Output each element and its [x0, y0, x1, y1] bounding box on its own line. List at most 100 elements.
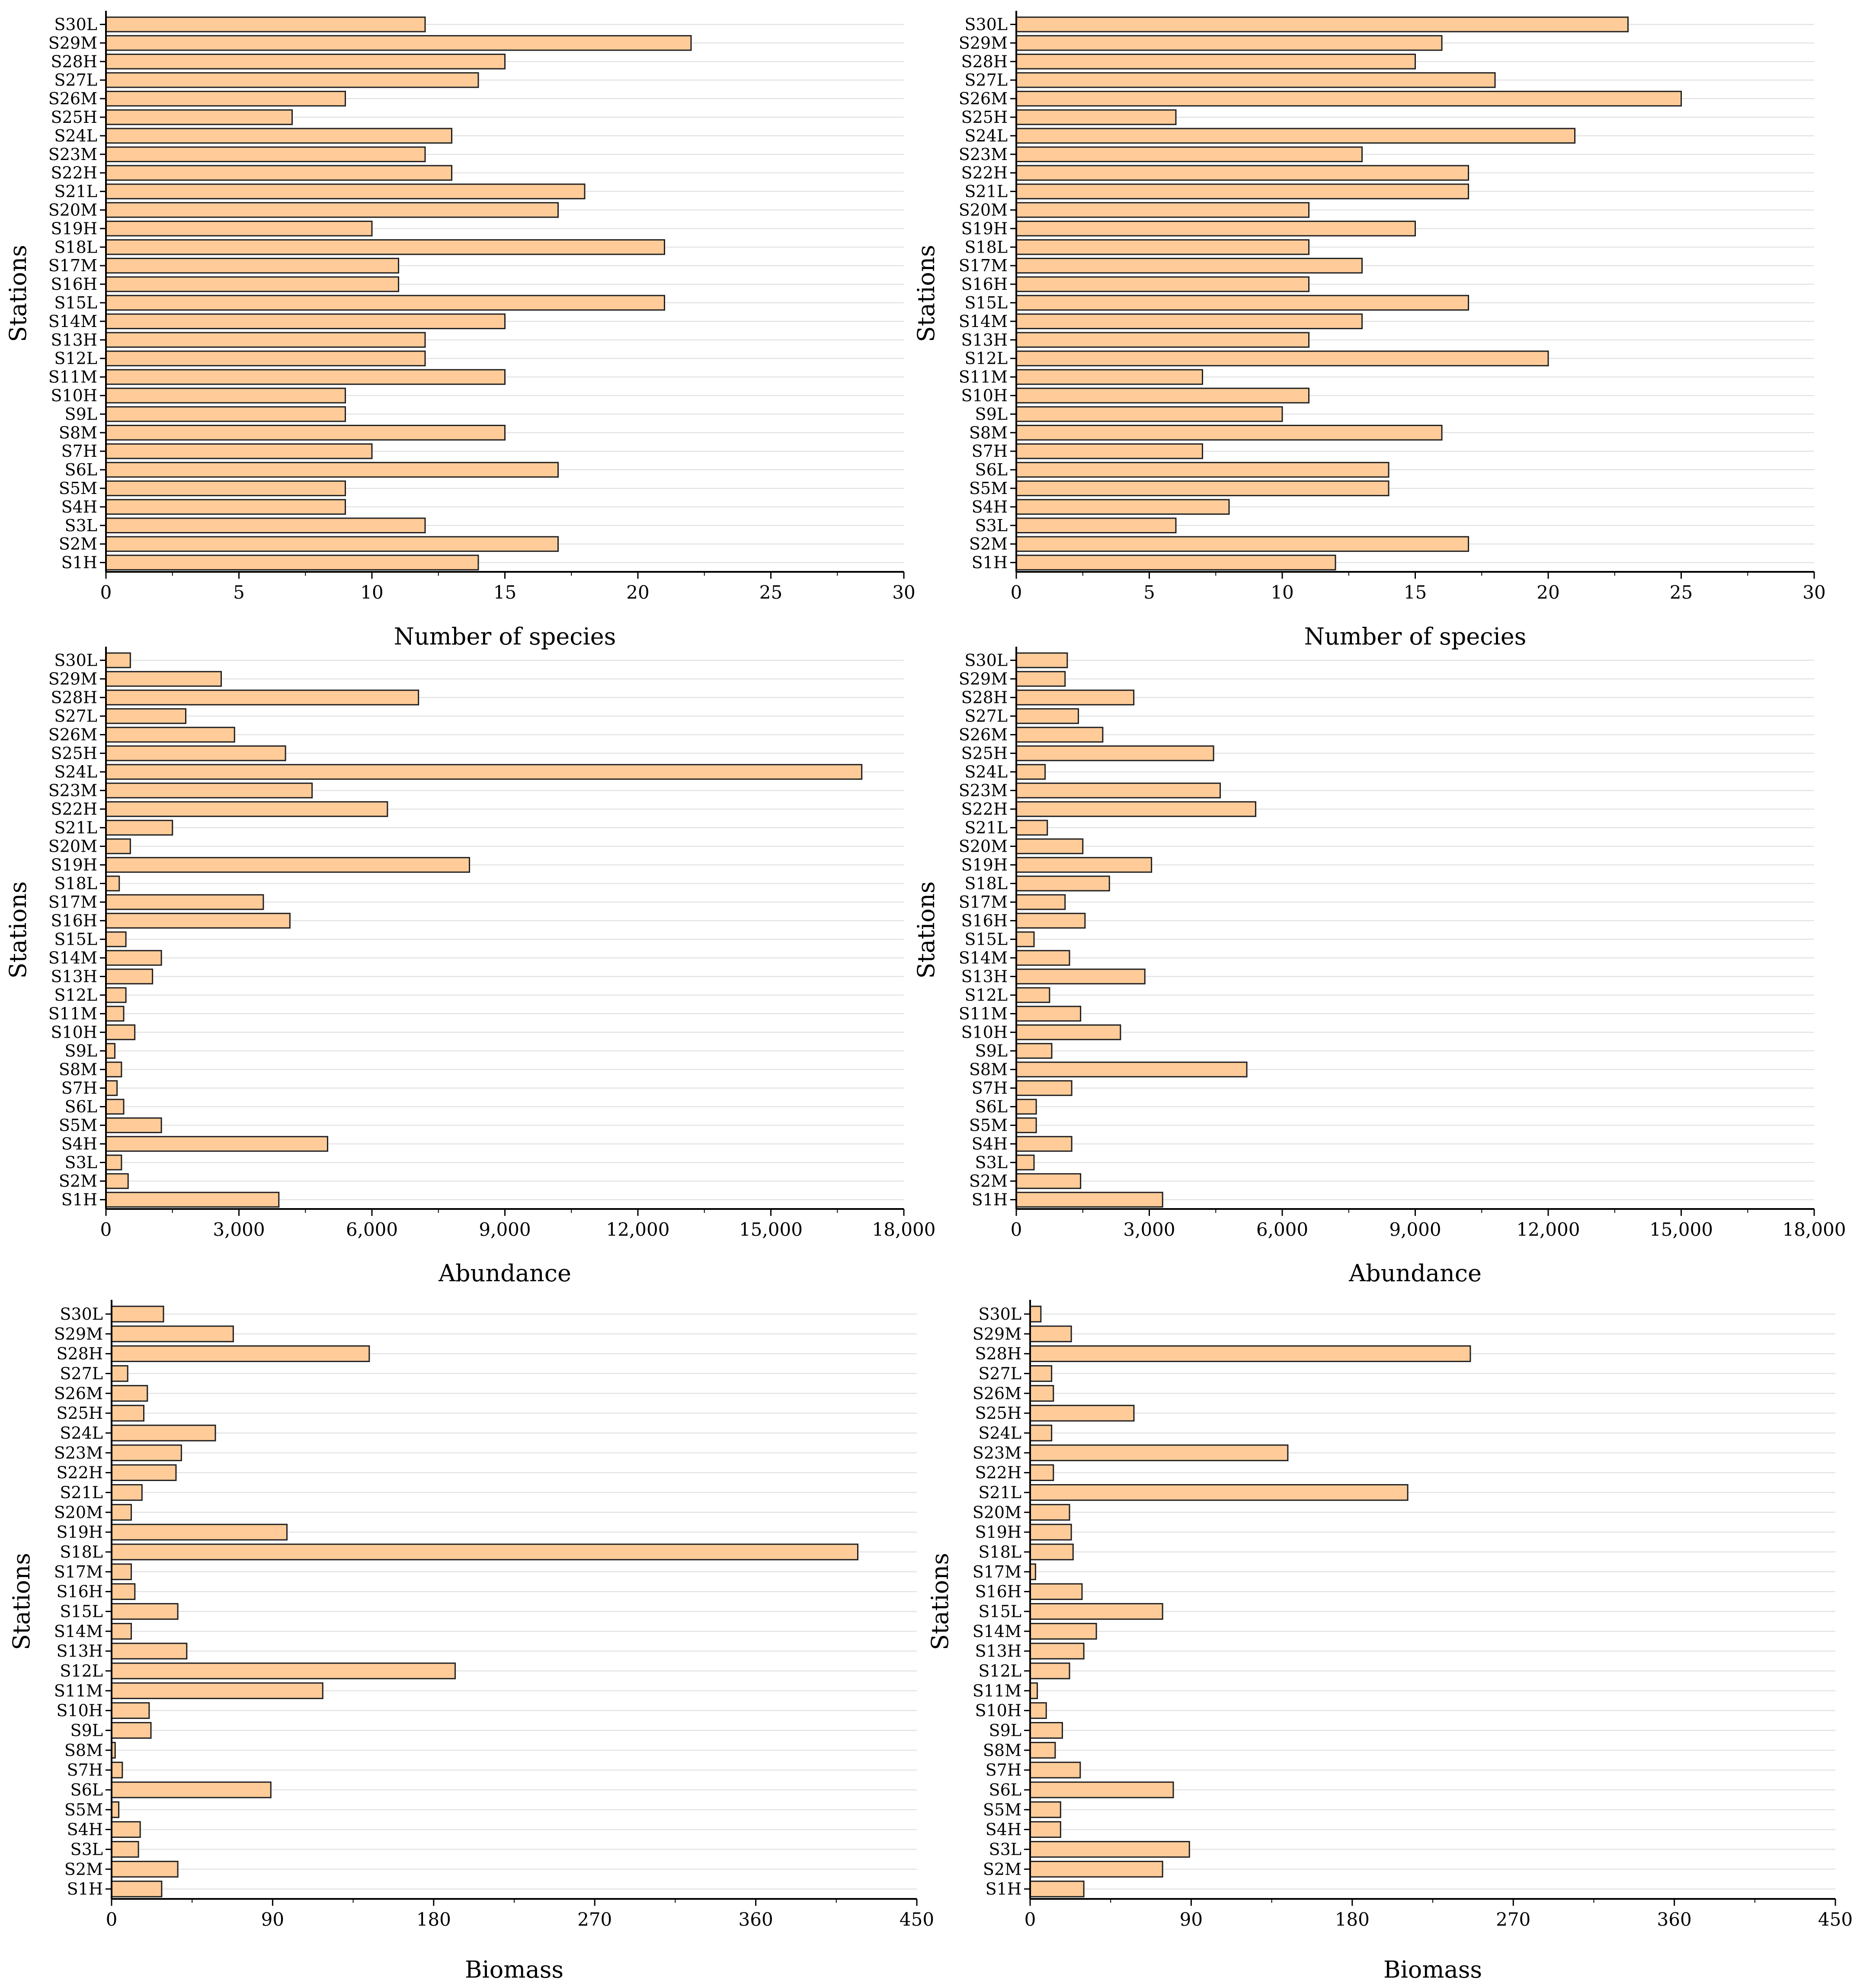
y-tick-label: S27L [964, 71, 1008, 90]
bar-S11M [105, 369, 506, 385]
y-tick-label: S6L [989, 1780, 1021, 1799]
bar-S22H [1015, 165, 1469, 181]
y-tick-label: S13H [975, 1642, 1021, 1661]
y-tick-label: S14M [48, 949, 97, 968]
bar-S20M [105, 202, 559, 218]
y-tick-label: S2M [969, 1172, 1008, 1191]
bar-S3L [111, 1841, 139, 1858]
y-tick-label: S6L [65, 1097, 97, 1116]
y-tick-label: S21L [60, 1483, 103, 1502]
x-tick-label: 3,000 [213, 1219, 265, 1240]
bar-S14M [105, 950, 162, 966]
y-tick-label: S24L [978, 1424, 1021, 1443]
x-tick-label: 5 [233, 582, 245, 603]
bar-S28H [105, 689, 419, 705]
bar-S27L [1029, 1365, 1053, 1382]
bar-S22H [105, 801, 388, 817]
y-tick-label: S9L [975, 1042, 1008, 1061]
y-tick-label: S30L [964, 651, 1008, 670]
y-tick-label: S21L [54, 182, 97, 201]
x-tick-label: 9,000 [479, 1219, 531, 1240]
y-tick-label: S29M [959, 33, 1008, 52]
bar-S23M [1029, 1444, 1289, 1462]
y-tick-label: S14M [959, 312, 1008, 331]
bar-S20M [1029, 1504, 1070, 1521]
bar-S3L [105, 517, 426, 533]
bar-S2M [111, 1860, 179, 1878]
y-tick-label: S19H [961, 856, 1008, 875]
y-tick-label: S15L [54, 930, 97, 949]
y-tick-label: S9L [65, 404, 97, 423]
y-tick-label: S3L [989, 1840, 1021, 1859]
y-tick-label: S18L [978, 1542, 1021, 1562]
x-tick-label: 25 [759, 582, 782, 603]
bar-S9L [1015, 406, 1283, 422]
bar-S8M [105, 1061, 122, 1077]
bar-S19H [105, 221, 373, 237]
bar-S25H [105, 745, 286, 761]
bar-S6L [1029, 1781, 1174, 1799]
y-tick-label: S7H [972, 442, 1008, 461]
bar-S7H [111, 1761, 123, 1779]
bar-S2M [105, 536, 559, 552]
x-tick-label: 0 [100, 1219, 112, 1240]
bar-S18L [105, 875, 120, 891]
y-tick-label: S9L [70, 1721, 103, 1740]
y-tick-label: S18L [60, 1542, 103, 1562]
y-tick-label: S28H [961, 52, 1008, 71]
y-tick-label: S27L [964, 707, 1008, 726]
y-tick-label: S27L [978, 1364, 1021, 1383]
bar-S19H [105, 857, 470, 873]
bar-S25H [1029, 1404, 1135, 1422]
bar-S28H [1015, 54, 1416, 70]
bar-S14M [1029, 1622, 1097, 1640]
y-tick-label: S23M [959, 145, 1008, 164]
bar-S6L [1015, 1099, 1037, 1115]
y-tick-label: S11M [959, 1004, 1008, 1023]
y-tick-label: S22H [51, 164, 97, 183]
y-tick-label: S17M [973, 1562, 1021, 1581]
bar-S20M [1015, 838, 1084, 854]
bar-S23M [105, 146, 426, 162]
bar-S14M [1015, 313, 1363, 330]
y-tick-label: S2M [983, 1860, 1021, 1879]
y-tick-label: S25H [961, 108, 1008, 127]
y-tick-label: S26M [973, 1384, 1021, 1403]
y-tick-label: S28H [51, 688, 97, 707]
y-tick-label: S28H [961, 688, 1008, 707]
bar-S18L [1029, 1543, 1074, 1561]
y-tick-label: S11M [54, 1681, 103, 1700]
y-tick-label: S10H [975, 1701, 1021, 1720]
y-tick-label: S14M [959, 949, 1008, 968]
bar-S6L [105, 1099, 125, 1115]
y-tick-label: S21L [978, 1483, 1021, 1502]
y-tick-label: S18L [54, 237, 97, 257]
x-tick-label: 15 [1404, 582, 1427, 603]
x-tick-label: 18,000 [872, 1219, 936, 1240]
y-tick-label: S20M [48, 837, 97, 856]
bar-S12L [1029, 1662, 1070, 1680]
bar-S8M [1015, 425, 1443, 441]
bar-S26M [105, 727, 235, 743]
y-tick-label: S11M [959, 368, 1008, 387]
y-axis-title: Stations [912, 245, 940, 342]
bar-S25H [1015, 745, 1214, 761]
x-tick-label: 3,000 [1123, 1219, 1175, 1240]
y-tick-label: S14M [973, 1622, 1021, 1641]
y-tick-label: S11M [973, 1681, 1021, 1700]
y-tick-label: S17M [959, 893, 1008, 912]
bar-S17M [105, 894, 264, 910]
x-tick-label: 450 [1818, 1909, 1853, 1930]
x-axis-title: Abundance [1348, 1260, 1482, 1287]
y-tick-label: S18L [54, 874, 97, 893]
y-tick-label: S25H [961, 744, 1008, 763]
y-tick-label: S29M [54, 1324, 103, 1344]
bar-S4H [1015, 1136, 1073, 1152]
bar-S26M [1029, 1385, 1054, 1402]
bar-S3L [1015, 517, 1177, 533]
y-tick-label: S5M [983, 1800, 1021, 1819]
y-tick-label: S20M [54, 1503, 103, 1522]
y-tick-label: S2M [969, 535, 1008, 554]
y-tick-label: S17M [54, 1562, 103, 1581]
